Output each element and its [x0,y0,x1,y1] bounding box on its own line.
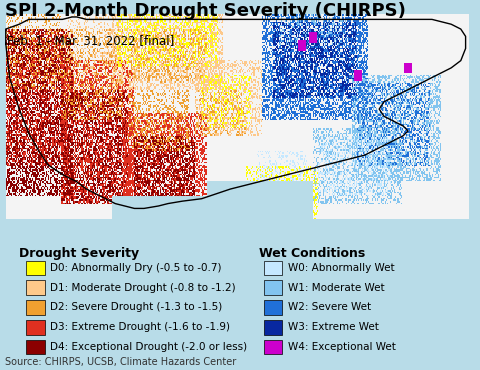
Text: W2: Severe Wet: W2: Severe Wet [288,302,371,312]
Text: Feb. 1 - Mar. 31, 2022 [final]: Feb. 1 - Mar. 31, 2022 [final] [7,35,174,48]
Bar [264,260,282,275]
Bar [264,280,282,295]
Bar [26,300,45,315]
Text: Drought Severity: Drought Severity [19,248,139,260]
Bar [264,340,282,354]
Text: D2: Severe Drought (-1.3 to -1.5): D2: Severe Drought (-1.3 to -1.5) [50,302,223,312]
Text: Wet Conditions: Wet Conditions [259,248,365,260]
Text: W0: Abnormally Wet: W0: Abnormally Wet [288,263,395,273]
Bar [26,280,45,295]
Text: Source: CHIRPS, UCSB, Climate Hazards Center: Source: CHIRPS, UCSB, Climate Hazards Ce… [5,357,236,367]
Bar [264,300,282,315]
Text: W3: Extreme Wet: W3: Extreme Wet [288,322,379,332]
Text: D1: Moderate Drought (-0.8 to -1.2): D1: Moderate Drought (-0.8 to -1.2) [50,283,236,293]
Bar [26,260,45,275]
Text: D4: Exceptional Drought (-2.0 or less): D4: Exceptional Drought (-2.0 or less) [50,342,248,352]
Bar [26,320,45,334]
Text: SPI 2-Month Drought Severity (CHIRPS): SPI 2-Month Drought Severity (CHIRPS) [5,3,406,20]
Text: W4: Exceptional Wet: W4: Exceptional Wet [288,342,396,352]
Text: W1: Moderate Wet: W1: Moderate Wet [288,283,384,293]
Bar [26,340,45,354]
Text: D0: Abnormally Dry (-0.5 to -0.7): D0: Abnormally Dry (-0.5 to -0.7) [50,263,222,273]
Text: D3: Extreme Drought (-1.6 to -1.9): D3: Extreme Drought (-1.6 to -1.9) [50,322,230,332]
Bar [264,320,282,334]
